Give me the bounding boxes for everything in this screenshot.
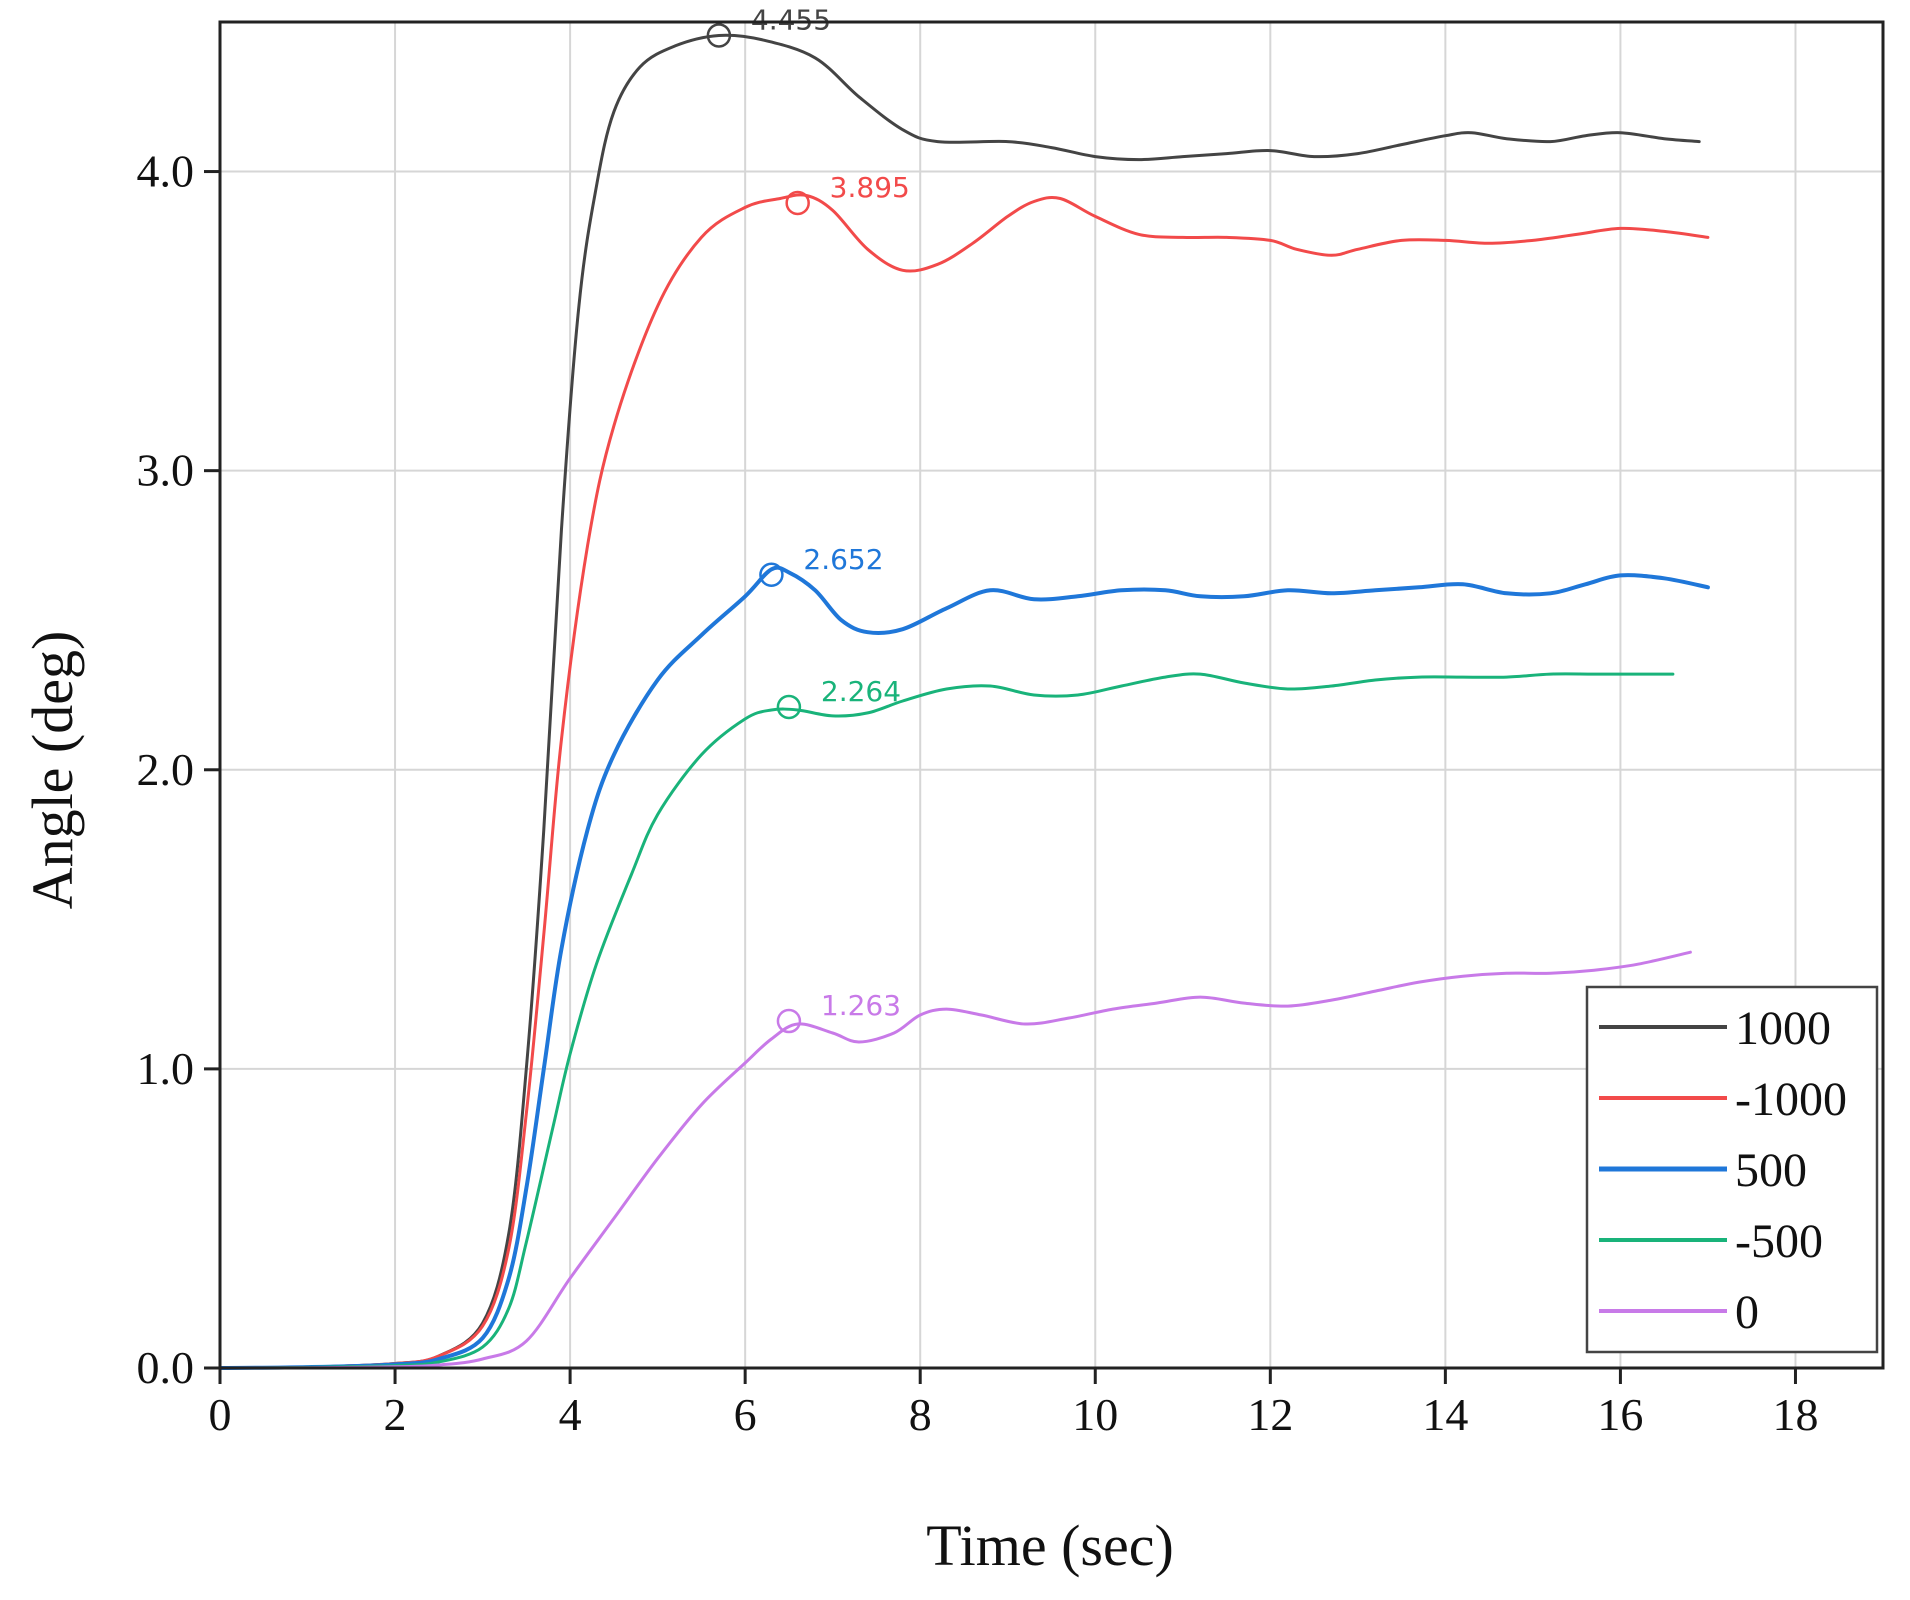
legend: 1000 -1000 500 -500 0 xyxy=(1585,985,1879,1354)
x-tick-label: 2 xyxy=(384,1389,407,1440)
x-tick-label: 8 xyxy=(909,1389,932,1440)
x-tick-label: 12 xyxy=(1247,1389,1293,1440)
x-tick-label: 16 xyxy=(1597,1389,1643,1440)
y-tick-label: 1.0 xyxy=(137,1043,195,1094)
series-lines xyxy=(218,33,1710,1370)
y-tick-label: 3.0 xyxy=(137,445,195,496)
peak-marker-2 xyxy=(759,562,784,588)
axes: 0 2 4 6 8 10 12 14 16 18 0.0 1.0 2.0 3.0 4.0 xyxy=(137,20,1885,1440)
legend-label-4: 0 xyxy=(1735,1286,1759,1339)
x-tick-label: 18 xyxy=(1772,1389,1818,1440)
x-axis-title: Time (sec) xyxy=(926,1513,1174,1578)
peak-marker-1 xyxy=(785,190,810,216)
series-line-1 xyxy=(218,193,1710,1370)
peak-marker-3 xyxy=(776,694,802,720)
legend-label-2: 500 xyxy=(1735,1144,1807,1197)
series-line-4 xyxy=(218,950,1692,1370)
peak-label-0: 4.455 xyxy=(751,3,831,36)
peak-label-4: 1.263 xyxy=(821,989,901,1022)
peak-label-3: 2.264 xyxy=(821,675,901,708)
y-tick-label: 0.0 xyxy=(137,1342,195,1393)
x-tick-label: 14 xyxy=(1422,1389,1468,1440)
peak-label-1: 3.895 xyxy=(830,171,910,204)
plot-frame xyxy=(218,20,1885,1370)
x-tick-label: 10 xyxy=(1072,1389,1118,1440)
y-tick-label: 4.0 xyxy=(137,146,195,197)
peak-label-2: 2.652 xyxy=(803,543,883,576)
series-line-0 xyxy=(218,33,1701,1370)
x-tick-label: 6 xyxy=(734,1389,757,1440)
legend-label-1: -1000 xyxy=(1735,1073,1847,1126)
legend-label-3: -500 xyxy=(1735,1215,1823,1268)
peak-marker-4 xyxy=(776,1008,802,1034)
legend-label-0: 1000 xyxy=(1735,1002,1831,1055)
peak-markers: 4.455 3.895 2.652 2.264 1.263 xyxy=(706,3,910,1034)
x-tick-label: 4 xyxy=(559,1389,582,1440)
y-tick-label: 2.0 xyxy=(137,744,195,795)
y-axis-title: Angle (deg) xyxy=(20,631,85,910)
series-line-2 xyxy=(218,565,1710,1370)
x-tick-label: 0 xyxy=(209,1389,232,1440)
peak-marker-0 xyxy=(706,23,732,48)
series-line-3 xyxy=(218,672,1675,1370)
